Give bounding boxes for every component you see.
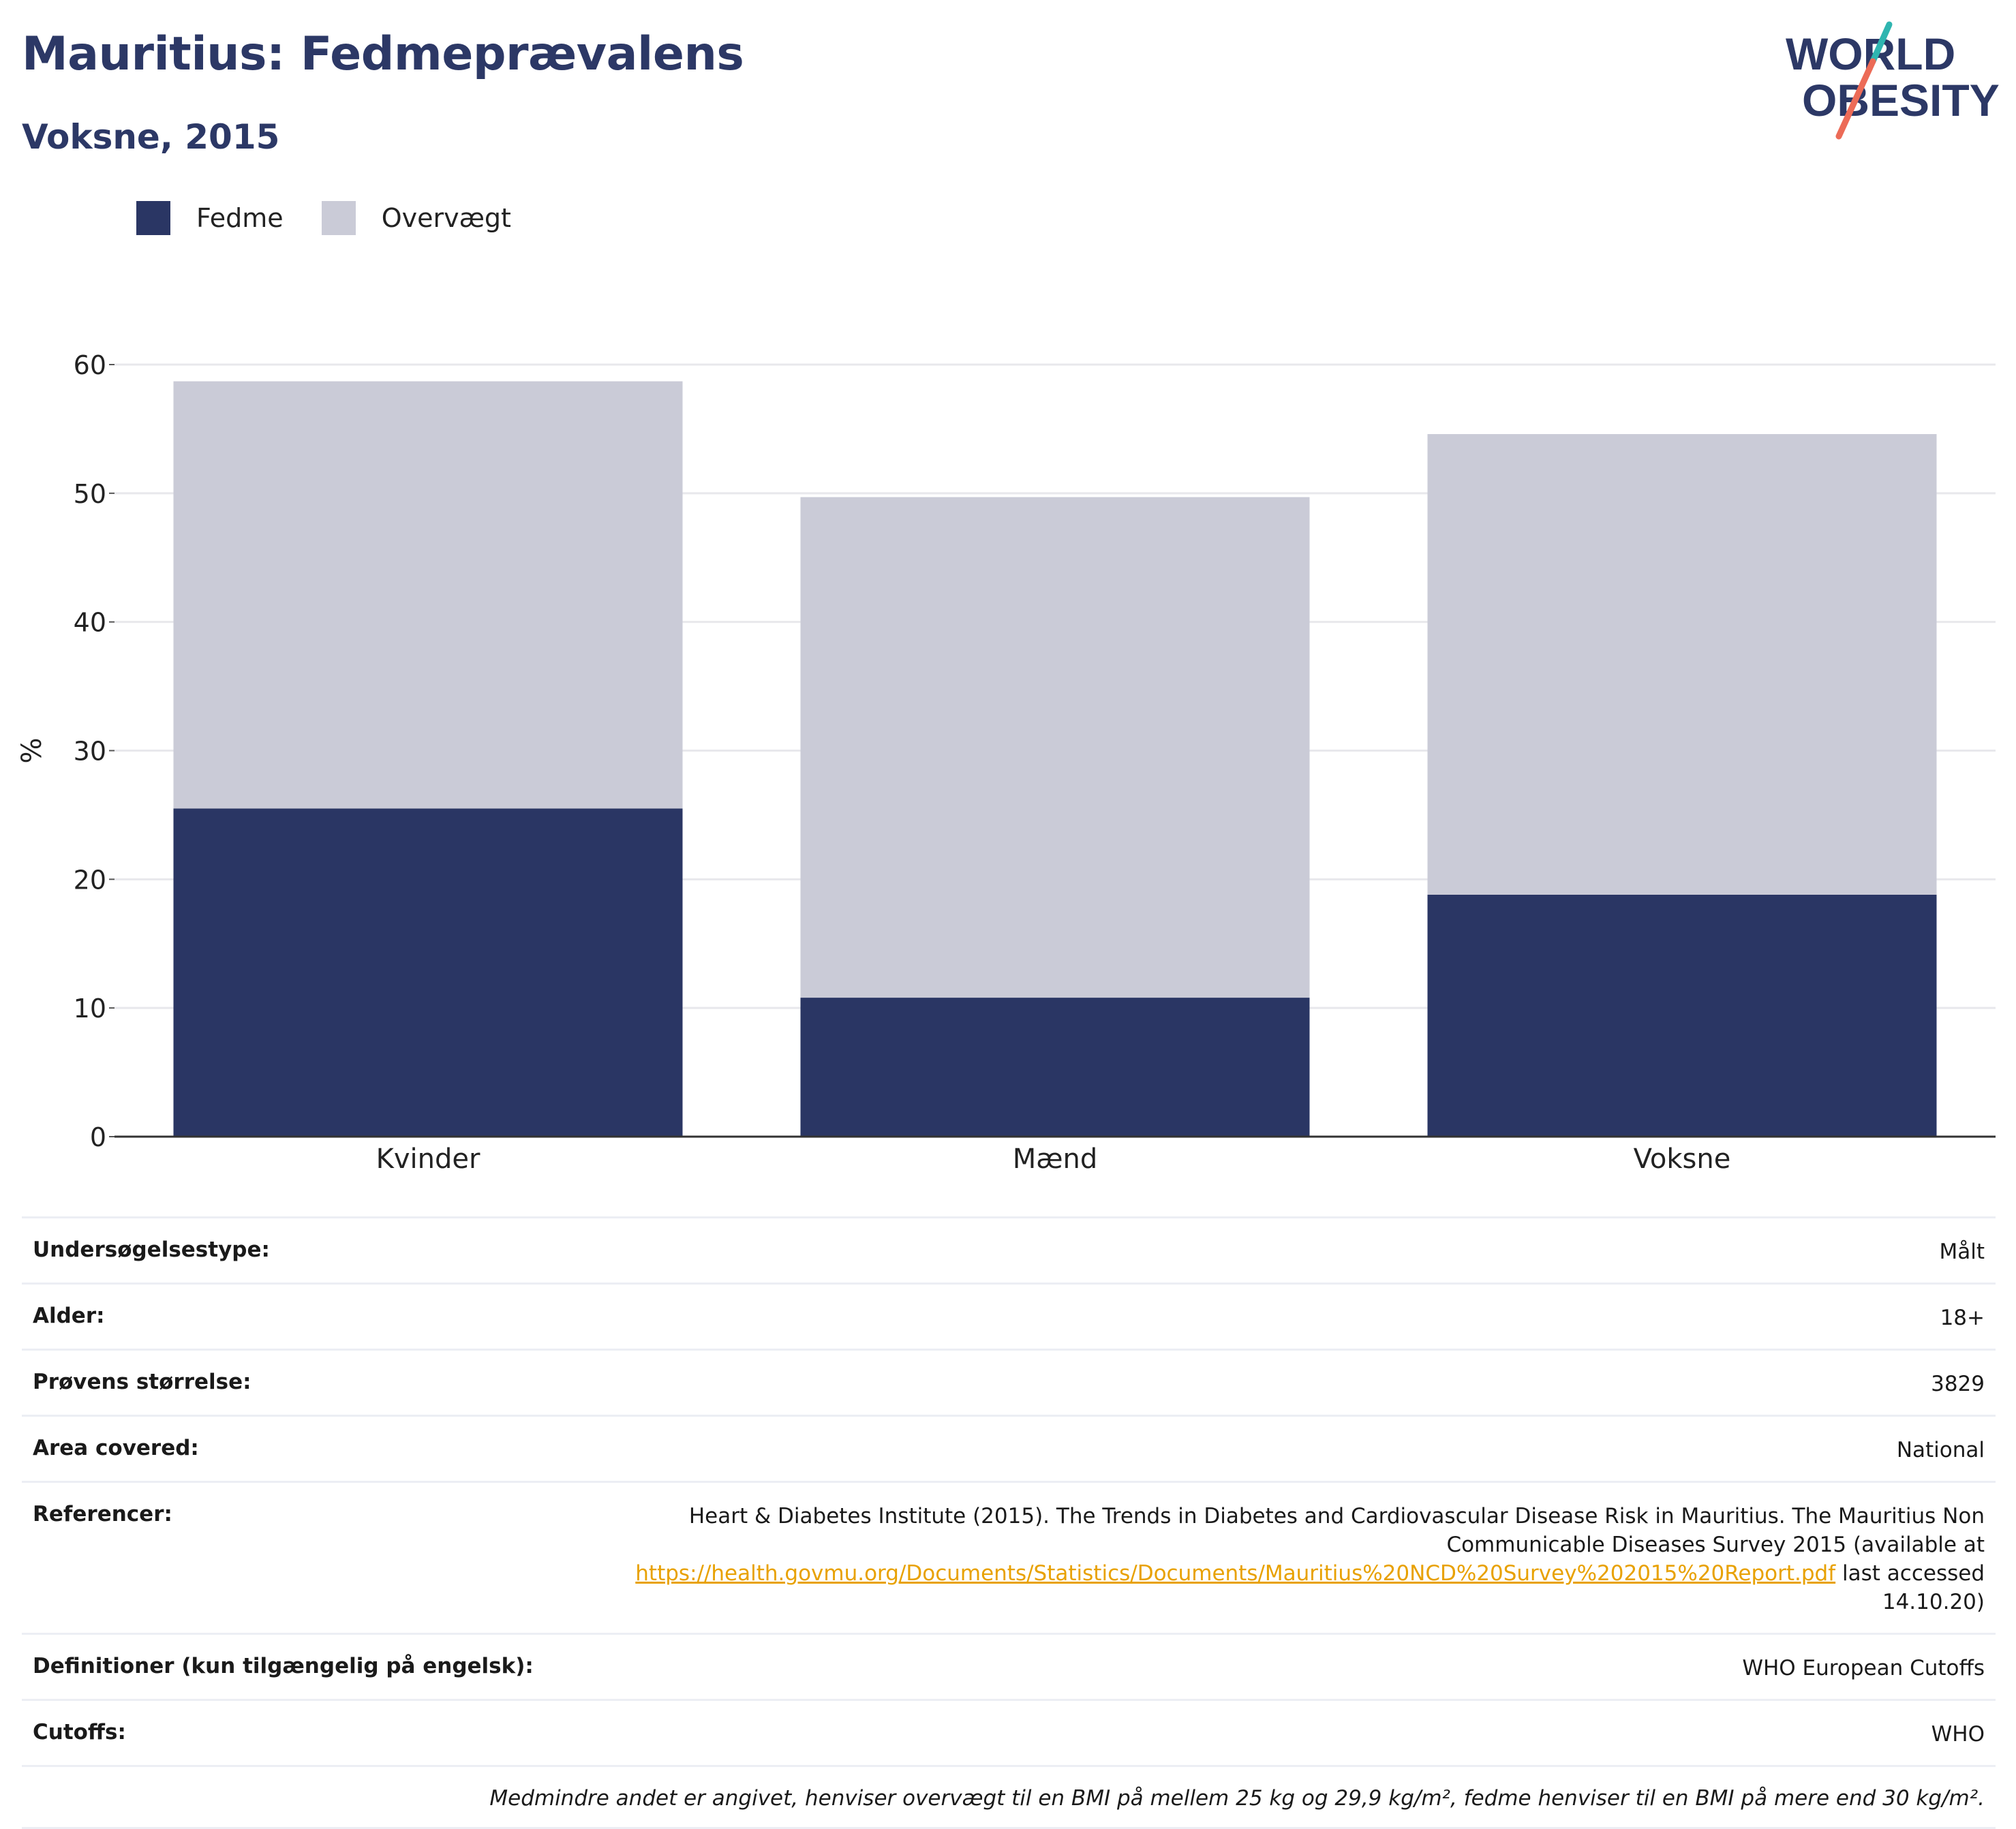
- legend-item-fedme[interactable]: Fedme: [136, 201, 284, 235]
- reference-text: Heart & Diabetes Institute (2015). The T…: [581, 1483, 1985, 1633]
- info-key: Cutoffs:: [33, 1720, 126, 1745]
- y-axis-label: %: [16, 737, 48, 763]
- reference-text-after: last accessed 14.10.20): [1842, 1561, 1985, 1614]
- logo-text-obesity: OBESITY: [1802, 75, 2000, 125]
- reference-link[interactable]: https://health.govmu.org/Documents/Stati…: [635, 1561, 1836, 1586]
- x-tick-label: Kvinder: [376, 1143, 480, 1175]
- info-key: Referencer:: [33, 1502, 172, 1526]
- info-value: 3829: [1931, 1372, 1985, 1396]
- reference-text-before: Heart & Diabetes Institute (2015). The T…: [688, 1504, 1985, 1557]
- page-subtitle: Voksne, 2015: [22, 117, 280, 157]
- bar-overvaegt: [173, 381, 683, 809]
- info-row-cutoffs: Cutoffs: WHO: [22, 1701, 1996, 1767]
- x-tick-label: Voksne: [1634, 1143, 1731, 1175]
- bar-fedme: [1427, 894, 1937, 1137]
- info-row-age: Alder: 18+: [22, 1285, 1996, 1351]
- stacked-bar-chart: 0 10 20 30 40 50 60 Kvinder Mænd Voksne%: [16, 350, 1996, 1175]
- y-tick-label: 60: [74, 350, 106, 380]
- bar-overvaegt: [800, 497, 1310, 998]
- info-key: Undersøgelsestype:: [33, 1238, 270, 1262]
- y-tick-label: 20: [74, 865, 106, 895]
- footnote: Medmindre andet er angivet, henviser ove…: [22, 1767, 1996, 1829]
- world-obesity-logo: WORLD OBESITY: [1786, 21, 2000, 140]
- info-table: Undersøgelsestype: Målt Alder: 18+ Prøve…: [22, 1216, 1996, 1829]
- info-row-sample-size: Prøvens størrelse: 3829: [22, 1351, 1996, 1417]
- logo-slash-teal: [1869, 21, 1893, 65]
- info-key: Definitioner (kun tilgængelig på engelsk…: [33, 1654, 534, 1678]
- x-tick-label: Mænd: [1013, 1143, 1098, 1175]
- info-value: 18+: [1940, 1306, 1985, 1330]
- info-key: Alder:: [33, 1304, 105, 1328]
- bar-fedme: [173, 808, 683, 1137]
- bar-overvaegt: [1427, 433, 1937, 895]
- y-tick-label: 50: [74, 479, 106, 509]
- info-value: Målt: [1939, 1240, 1985, 1264]
- y-tick-label: 30: [74, 737, 106, 767]
- info-value: WHO European Cutoffs: [1742, 1656, 1985, 1680]
- info-key: Prøvens størrelse:: [33, 1370, 251, 1394]
- info-value: WHO: [1931, 1722, 1985, 1747]
- y-tick-label: 40: [74, 608, 106, 638]
- y-tick-label: 0: [90, 1122, 106, 1152]
- page-title: Mauritius: Fedmeprævalens: [22, 27, 744, 81]
- legend-swatch-overvaegt: [321, 201, 356, 235]
- legend-label-overvaegt: Overvægt: [381, 203, 511, 233]
- logo-slash-coral: [1835, 58, 1876, 140]
- legend-label-fedme: Fedme: [196, 203, 284, 233]
- info-row-survey-type: Undersøgelsestype: Målt: [22, 1218, 1996, 1285]
- info-row-definitions: Definitioner (kun tilgængelig på engelsk…: [22, 1635, 1996, 1701]
- legend-item-overvaegt[interactable]: Overvægt: [321, 201, 511, 235]
- info-row-references: Referencer: Heart & Diabetes Institute (…: [22, 1483, 1996, 1635]
- bar-fedme: [800, 998, 1310, 1137]
- info-key: Area covered:: [33, 1436, 199, 1460]
- info-value: National: [1896, 1438, 1985, 1462]
- chart-legend: Fedme Overvægt: [136, 201, 549, 235]
- legend-swatch-fedme: [136, 201, 170, 235]
- info-row-area: Area covered: National: [22, 1417, 1996, 1483]
- y-tick-label: 10: [74, 994, 106, 1024]
